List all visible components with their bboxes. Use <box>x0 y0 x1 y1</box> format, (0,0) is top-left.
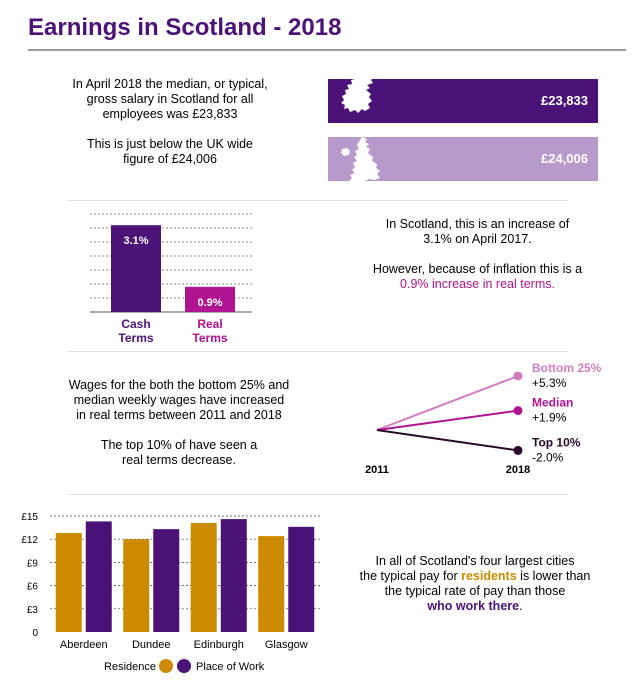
cities-line: the typical rate of pay than those <box>384 584 566 598</box>
y-tick-label: £9 <box>27 558 39 569</box>
category-label: Cash <box>121 317 150 331</box>
title-divider <box>28 49 626 51</box>
bar-value-label: 3.1% <box>123 235 148 247</box>
increase-line: However, because of inflation this is a <box>372 262 583 276</box>
intro-line: figure of £24,006 <box>123 152 217 166</box>
workers-highlight: who work there <box>427 599 520 613</box>
x-tick-label: 2011 <box>365 464 389 476</box>
category-label: Glasgow <box>265 639 308 651</box>
series-end-point <box>513 445 523 455</box>
section-divider <box>68 494 568 495</box>
bar <box>153 529 180 632</box>
y-tick-label: £12 <box>21 535 38 546</box>
x-tick-label: 2018 <box>506 464 530 476</box>
y-tick-label: 0 <box>32 628 38 639</box>
series-line <box>376 409 519 431</box>
intro-line: This is just below the UK wide <box>86 137 254 151</box>
series-name-label: Median <box>532 396 573 410</box>
y-tick-label: £3 <box>27 605 39 616</box>
y-tick-label: £6 <box>27 582 39 593</box>
increase-line: In Scotland, this is an increase of <box>385 217 570 231</box>
legend-swatch <box>159 659 173 673</box>
uk-salary-label: £24,006 <box>541 151 588 166</box>
section-divider <box>68 351 568 352</box>
bar <box>185 286 235 312</box>
residents-highlight: residents <box>461 569 517 583</box>
series-line <box>376 429 519 452</box>
series-name-label: Bottom 25% <box>532 361 602 375</box>
category-label: Terms <box>118 331 153 345</box>
section-divider <box>68 200 568 201</box>
bar <box>258 536 285 632</box>
intro-line: In April 2018 the median, or typical, <box>72 77 268 91</box>
wages-line: median weekly wages have increased <box>73 393 285 407</box>
bar <box>55 533 82 632</box>
bar <box>220 519 247 632</box>
legend-label: Residence <box>104 661 156 673</box>
spacer <box>44 423 314 438</box>
bar <box>288 526 315 632</box>
wages-line: real terms decrease. <box>122 453 236 467</box>
series-name-label: Top 10% <box>532 435 581 449</box>
cities-line: the typical pay for residents is lower t… <box>340 569 610 584</box>
increase-line-highlight: 0.9% increase in real terms. <box>400 277 555 291</box>
bar <box>111 225 161 312</box>
series-change-label: +1.9% <box>532 411 567 425</box>
intro-line: gross salary in Scotland for all <box>86 92 254 106</box>
series-change-label: -2.0% <box>532 450 564 464</box>
uk-map-icon <box>341 137 380 184</box>
wages-line: The top 10% of have seen a <box>100 438 258 452</box>
bar <box>85 521 112 632</box>
scotland-salary-bar: £23,833 <box>328 65 598 123</box>
bar-value-label: 0.9% <box>197 297 222 309</box>
cities-line: who work there. <box>340 599 610 614</box>
wages-line: in real terms between 2011 and 2018 <box>76 408 282 422</box>
scotland-salary-label: £23,833 <box>541 93 588 108</box>
wages-line: Wages for the both the bottom 25% and <box>68 378 290 392</box>
series-end-point <box>513 406 523 416</box>
series-change-label: +5.3% <box>532 376 567 390</box>
cities-text-part: the typical pay for <box>359 569 462 583</box>
wage-change-chart: Bottom 25%+5.3%Median+1.9%Top 10%-2.0%20… <box>365 361 602 476</box>
spacer <box>40 122 300 137</box>
intro-line: employees was £23,833 <box>102 107 238 121</box>
cities-text-part: . <box>519 599 523 613</box>
bar <box>190 522 217 632</box>
page-title: Earnings in Scotland - 2018 <box>28 14 342 41</box>
legend-label: Place of Work <box>196 661 265 673</box>
intro-text: In April 2018 the median, or typical, gr… <box>40 77 300 167</box>
uk-salary-bar: £24,006 <box>328 137 598 184</box>
category-label: Aberdeen <box>60 639 108 651</box>
category-label: Real <box>197 317 222 331</box>
scotland-map-icon <box>341 65 376 113</box>
series-line <box>376 375 519 431</box>
cities-text: In all of Scotland's four largest cities… <box>340 554 610 614</box>
category-label: Edinburgh <box>194 639 244 651</box>
legend-swatch <box>177 659 191 673</box>
spacer <box>355 247 600 262</box>
bar <box>123 539 150 632</box>
category-label: Terms <box>192 331 227 345</box>
city-pay-chart: 0 £3 £6 £9 £12 £15 Aberdeen Dundee Edinburgh Glas… <box>21 512 320 673</box>
category-label: Dundee <box>132 639 171 651</box>
series-end-point <box>513 371 523 381</box>
increase-text: In Scotland, this is an increase of 3.1%… <box>355 217 600 292</box>
wages-text: Wages for the both the bottom 25% and me… <box>44 378 314 468</box>
cities-text-part: is lower than <box>516 569 591 583</box>
increase-line: 3.1% on April 2017. <box>423 232 532 246</box>
cities-line: In all of Scotland's four largest cities <box>375 554 575 568</box>
y-tick-label: £15 <box>21 512 38 523</box>
